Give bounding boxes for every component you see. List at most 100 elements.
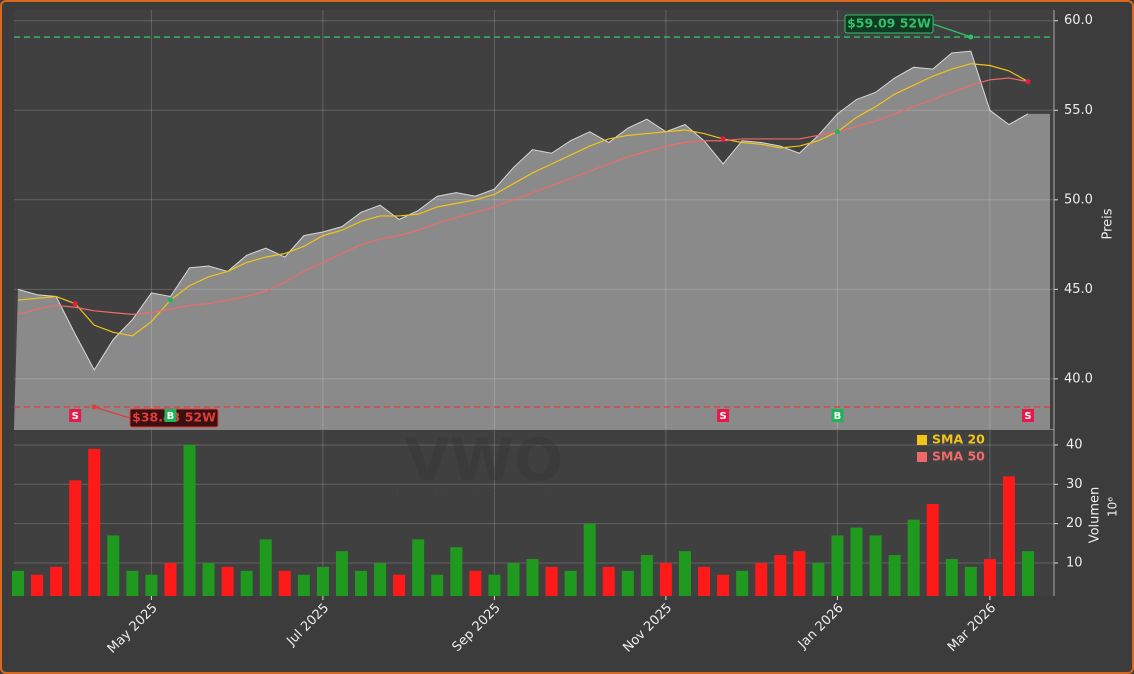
watermark-title: VWO	[405, 426, 563, 494]
volume-bar	[240, 570, 253, 596]
volume-bar	[278, 570, 291, 596]
volume-bar	[659, 562, 672, 596]
volume-bar	[469, 570, 482, 596]
y-tick-label: 50.0	[1064, 192, 1093, 207]
annotation-box	[844, 14, 934, 34]
y-axis-unit: 10⁶	[1106, 497, 1120, 517]
legend-swatch	[917, 435, 927, 445]
volume-bar	[545, 566, 558, 596]
volume-bar	[736, 570, 749, 596]
y-tick-label: 20	[1066, 516, 1083, 531]
signal-dot	[167, 297, 173, 303]
volume-bar	[602, 566, 615, 596]
volume-bar	[450, 547, 463, 596]
x-tick-label: May 2025	[105, 601, 161, 657]
y-axis-label: Volumen	[1088, 487, 1103, 544]
y-axis-label: Preis	[1101, 208, 1116, 239]
signal-label: S	[719, 411, 726, 422]
y-tick-label: 45.0	[1064, 282, 1093, 297]
volume-bar	[50, 566, 63, 596]
volume-bar	[926, 503, 939, 596]
x-tick-label: Mar 2026	[945, 601, 999, 655]
signal-label: S	[1024, 411, 1031, 422]
annotation-arrow	[94, 406, 131, 419]
legend-label: SMA 50	[932, 449, 985, 464]
annotation-point	[968, 34, 974, 40]
sma-line	[17, 63, 1029, 337]
volume-bar	[526, 559, 539, 596]
x-tick-label: Nov 2025	[620, 601, 675, 656]
volume-bar	[221, 566, 234, 596]
volume-bar	[12, 570, 24, 596]
volume-bar	[793, 551, 806, 596]
volume-bar	[983, 559, 996, 596]
volume-bar	[69, 480, 82, 596]
sma-line	[17, 77, 1029, 316]
signal-dot	[72, 301, 78, 307]
volume-bar	[964, 566, 977, 596]
x-tick-label: Sep 2025	[449, 601, 503, 655]
volume-bar	[850, 527, 863, 596]
annotation-point	[91, 404, 97, 410]
signal-dot	[720, 136, 726, 142]
signal-label: S	[72, 411, 79, 422]
signal-marker	[69, 409, 82, 422]
volume-bar	[812, 562, 825, 596]
signal-label: B	[167, 411, 175, 422]
volume-bar	[355, 570, 368, 596]
y-tick-label: 55.0	[1064, 103, 1093, 118]
volume-bar	[88, 448, 101, 596]
signal-marker	[164, 409, 177, 422]
signal-marker	[831, 409, 844, 422]
volume-bar	[831, 535, 844, 596]
x-tick-label: Jan 2026	[795, 601, 847, 653]
volume-bar	[488, 574, 501, 596]
legend-label: SMA 20	[932, 432, 985, 447]
volume-bar	[107, 535, 120, 596]
volume-bar	[412, 539, 425, 596]
volume-bar	[888, 555, 901, 596]
annotation-label: $59.09 52W	[847, 16, 931, 31]
volume-bar	[393, 574, 406, 596]
volume-bar	[755, 562, 768, 596]
watermark-subtitle: Vanguard FTSE Emerging Markets	[357, 485, 611, 503]
volume-bar	[31, 574, 44, 596]
y-tick-label: 40	[1066, 437, 1083, 452]
volume-bar	[335, 551, 348, 596]
volume-bar	[297, 574, 310, 596]
volume-bar	[945, 559, 958, 596]
volume-bar	[640, 555, 653, 596]
volume-bar	[374, 562, 387, 596]
volume-bar	[202, 562, 215, 596]
volume-bar	[431, 574, 444, 596]
volume-bar	[907, 519, 920, 596]
volume-bar	[717, 574, 730, 596]
y-tick-label: 30	[1066, 477, 1083, 492]
volume-bar	[869, 535, 882, 596]
volume-bar	[583, 523, 596, 596]
y-tick-label: 10	[1066, 555, 1083, 570]
volume-bar	[316, 566, 329, 596]
annotation-arrow	[932, 23, 972, 38]
volume-bar	[145, 574, 158, 596]
volume-bar	[621, 570, 634, 596]
legend-swatch	[917, 452, 927, 462]
volume-bar	[698, 566, 711, 596]
y-tick-label: 40.0	[1064, 371, 1093, 386]
y-tick-label: 60.0	[1064, 13, 1093, 28]
volume-bar	[1002, 476, 1015, 596]
volume-bar	[564, 570, 577, 596]
volume-bar	[1022, 551, 1034, 596]
volume-bar	[774, 555, 787, 596]
close-line	[17, 50, 1029, 371]
volume-bar	[183, 444, 196, 596]
price-area	[14, 51, 1050, 429]
volume-bar	[259, 539, 272, 596]
signal-marker	[717, 409, 730, 422]
volume-bar	[507, 562, 520, 596]
signal-dot	[1025, 79, 1031, 85]
volume-bar	[678, 551, 691, 596]
volume-bar	[164, 562, 177, 596]
